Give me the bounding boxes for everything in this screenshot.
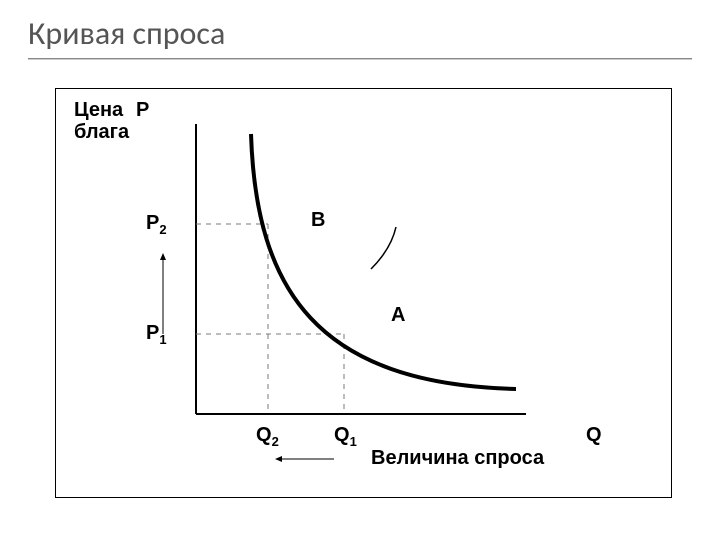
p1-label: P1 bbox=[146, 322, 167, 345]
q1-label: Q1 bbox=[334, 424, 357, 447]
y-label-1: Цена bbox=[74, 99, 123, 122]
demand-curve bbox=[251, 134, 516, 389]
title-underline bbox=[28, 58, 692, 60]
x-axis-title: Величина спроса bbox=[371, 447, 544, 470]
p2-label: P2 bbox=[146, 212, 167, 235]
motion-arc bbox=[371, 227, 396, 269]
y-label-2: блага bbox=[74, 121, 129, 144]
slide: Кривая спроса bbox=[0, 0, 720, 540]
point-b-label: B bbox=[311, 209, 325, 232]
chart-panel: Цена блага P P2 P1 B A Q2 Q1 Q Величина … bbox=[55, 88, 672, 498]
page-title: Кривая спроса bbox=[28, 14, 225, 53]
point-a-label: A bbox=[391, 304, 405, 327]
chart-svg bbox=[56, 89, 671, 497]
q2-label: Q2 bbox=[256, 424, 279, 447]
q-axis-label: Q bbox=[586, 424, 602, 447]
p-axis-label: P bbox=[136, 99, 149, 122]
